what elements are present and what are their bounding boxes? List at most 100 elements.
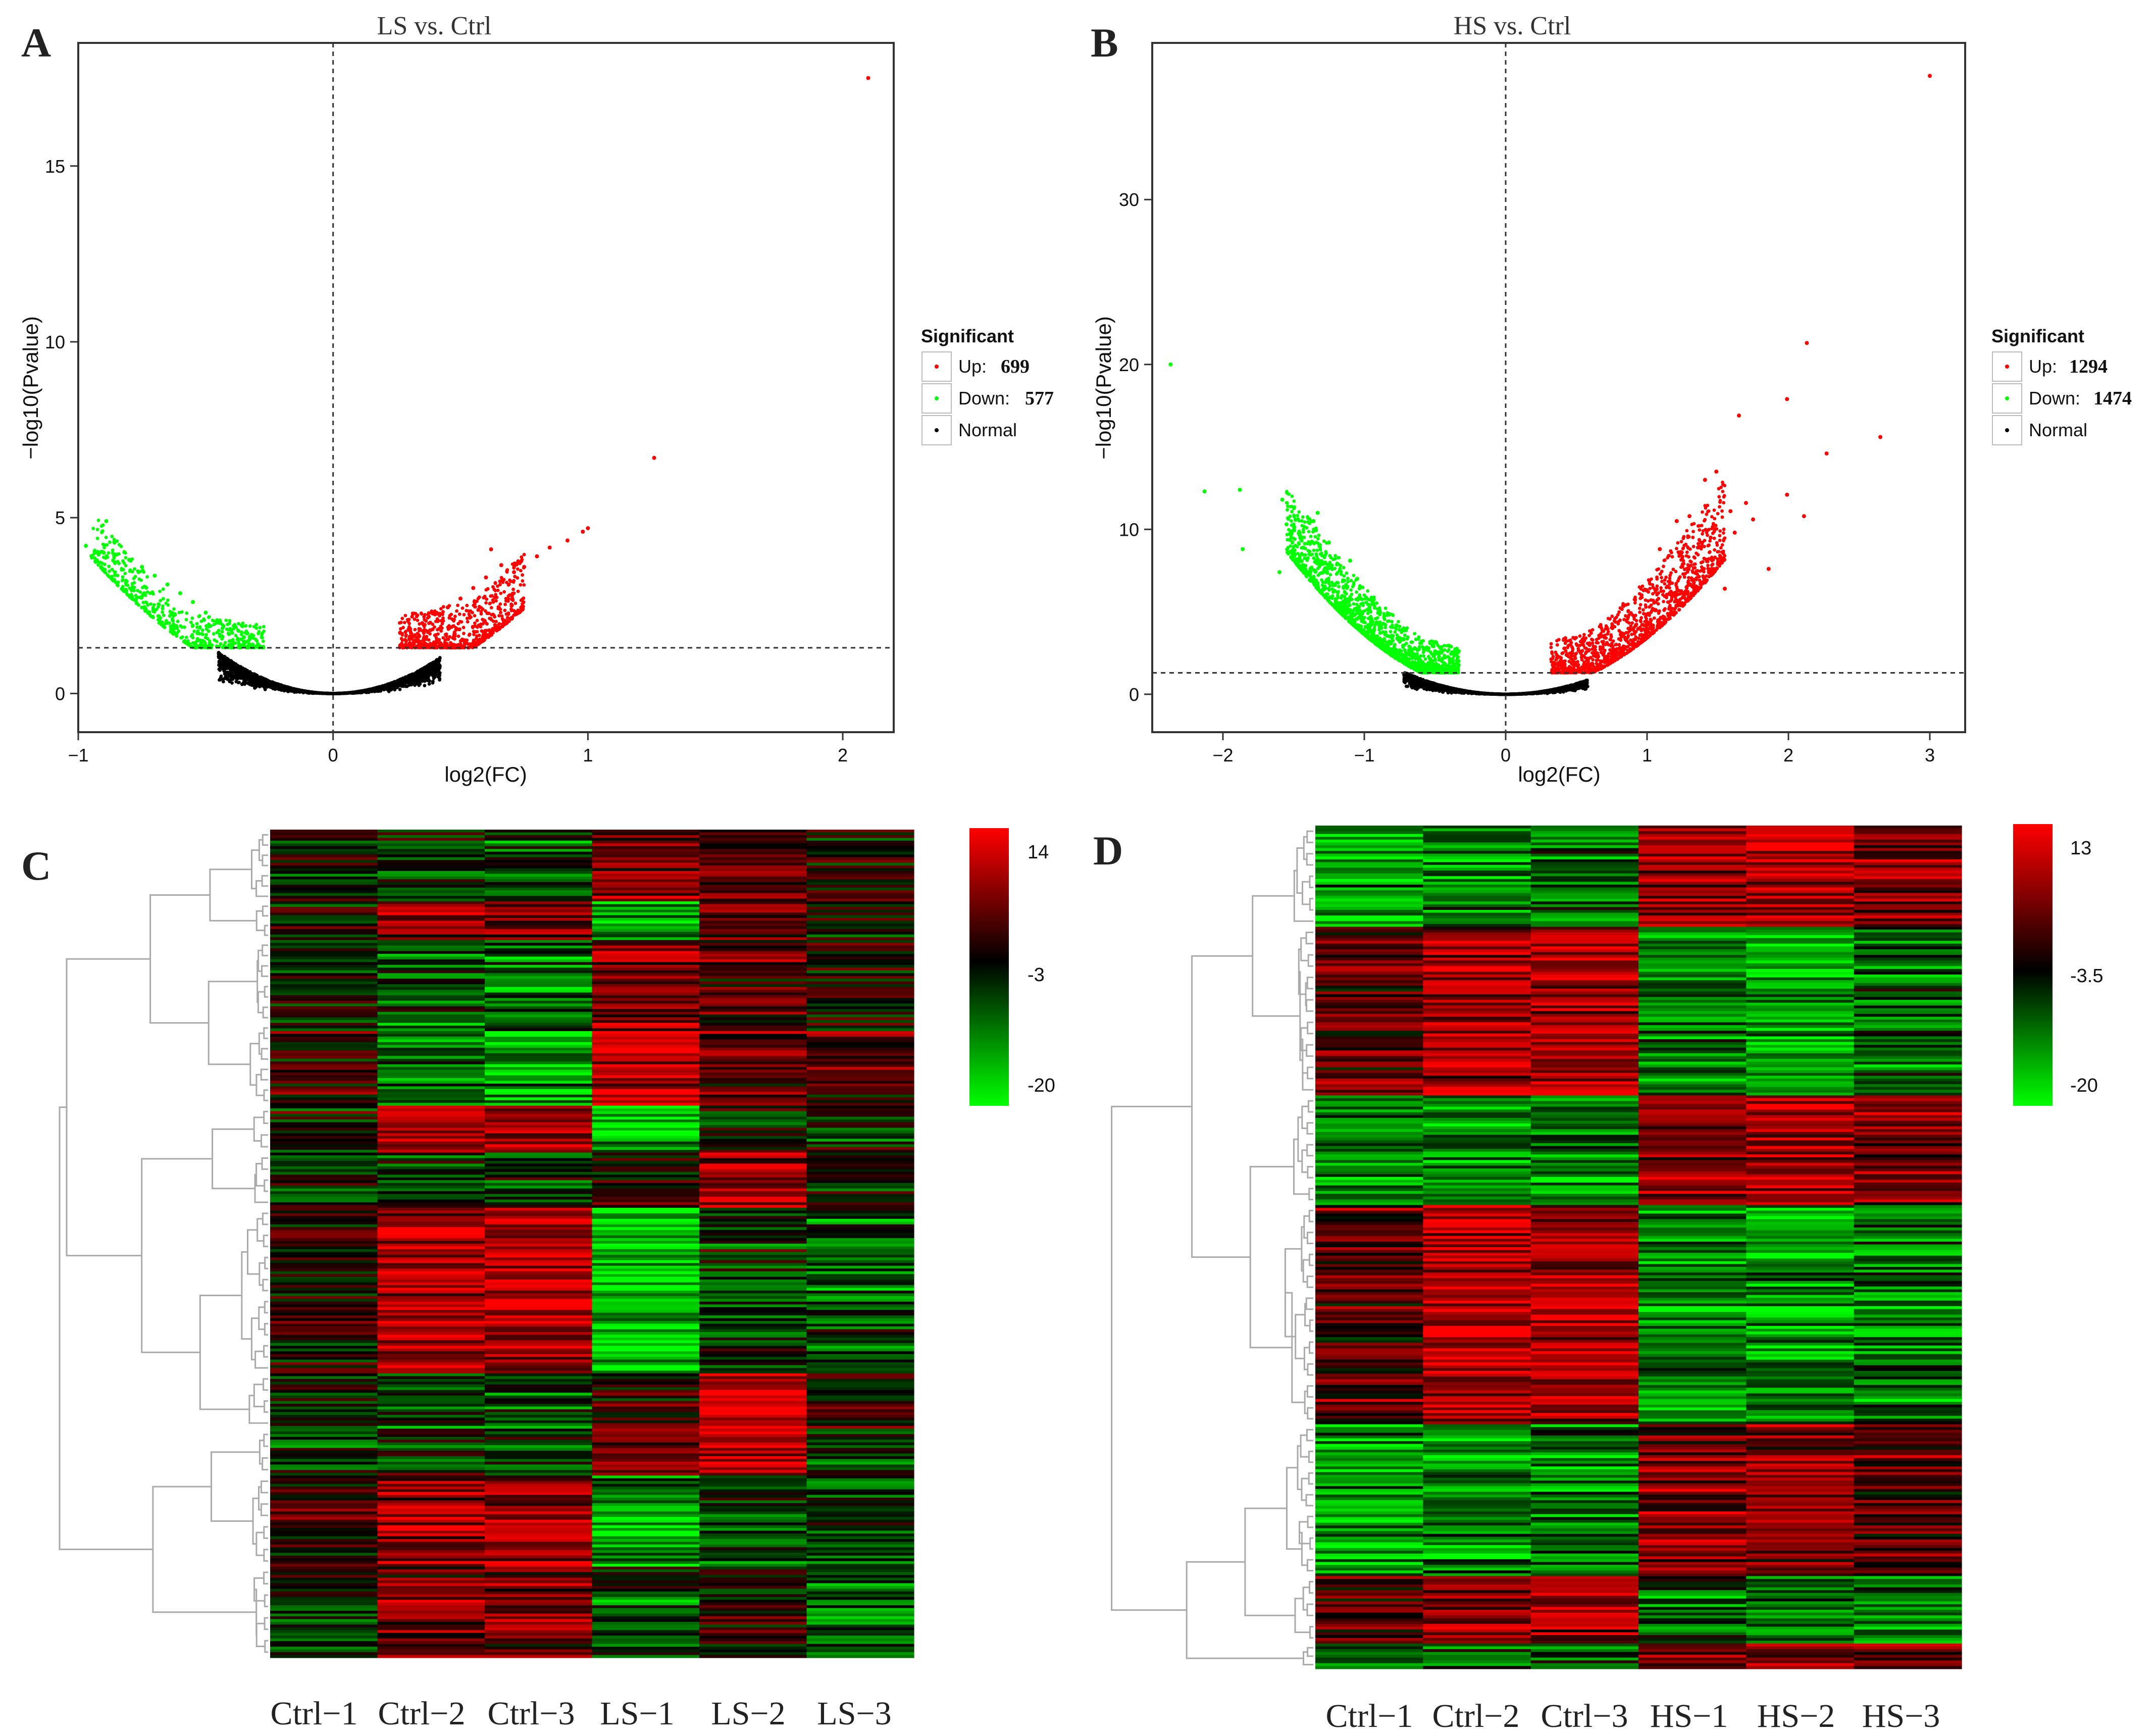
- data-point: [418, 627, 422, 631]
- data-point: [170, 630, 174, 634]
- data-point: [535, 554, 539, 558]
- data-point: [433, 612, 437, 617]
- data-point: [366, 689, 370, 693]
- data-point: [506, 594, 510, 598]
- data-point: [331, 692, 335, 695]
- data-point: [125, 580, 129, 583]
- data-point: [424, 629, 428, 633]
- y-axis-label: −log10(Pvalue): [19, 316, 42, 459]
- data-point: [581, 530, 585, 534]
- data-point: [312, 691, 316, 695]
- data-point: [161, 610, 164, 614]
- data-point: [866, 76, 870, 80]
- data-point: [130, 582, 134, 586]
- data-point: [233, 623, 237, 627]
- data-point: [155, 607, 159, 611]
- data-point: [124, 556, 128, 559]
- data-point: [169, 625, 173, 628]
- data-point: [226, 623, 229, 627]
- data-point: [184, 618, 188, 622]
- data-point: [496, 605, 500, 609]
- data-point: [227, 632, 231, 636]
- data-point: [444, 644, 448, 648]
- data-point: [356, 690, 360, 693]
- data-point: [269, 681, 273, 685]
- data-point: [516, 576, 520, 580]
- data-point: [501, 618, 505, 622]
- data-point: [111, 558, 115, 562]
- data-point: [226, 671, 230, 675]
- data-point: [217, 663, 221, 667]
- data-point: [113, 570, 117, 574]
- data-point: [505, 616, 509, 620]
- data-point: [161, 587, 165, 591]
- data-point: [516, 567, 520, 571]
- data-point: [116, 580, 120, 584]
- data-point: [465, 603, 469, 607]
- data-point: [183, 625, 186, 629]
- data-point: [179, 636, 183, 640]
- data-point: [260, 679, 264, 683]
- data-point: [445, 605, 450, 609]
- data-point: [505, 569, 509, 573]
- data-point: [422, 632, 426, 635]
- data-point: [121, 579, 124, 583]
- panel-letter-c: C: [21, 843, 51, 889]
- data-point: [417, 683, 421, 687]
- data-point: [257, 632, 260, 636]
- data-point: [136, 571, 140, 574]
- data-point: [416, 670, 420, 673]
- x-tick-label: 1: [583, 745, 593, 765]
- data-point: [427, 644, 431, 648]
- data-point: [441, 610, 445, 614]
- data-point: [264, 680, 268, 684]
- data-point: [484, 575, 488, 580]
- data-point: [410, 675, 414, 679]
- data-point: [431, 662, 435, 667]
- data-point: [399, 621, 403, 625]
- data-point: [235, 638, 239, 642]
- data-point: [415, 679, 418, 683]
- data-point: [258, 626, 262, 630]
- data-point: [481, 636, 484, 640]
- data-point: [158, 589, 162, 593]
- data-point: [107, 565, 111, 569]
- panel-letter-d: D: [1093, 828, 1123, 874]
- data-point: [430, 609, 434, 613]
- data-point: [101, 550, 106, 555]
- data-point: [191, 623, 195, 627]
- data-point: [198, 626, 202, 630]
- data-point: [195, 622, 199, 626]
- data-point: [112, 540, 116, 544]
- data-point: [473, 621, 477, 625]
- data-point: [151, 616, 155, 620]
- data-point: [242, 640, 245, 644]
- data-point: [515, 563, 519, 567]
- data-point: [444, 634, 448, 638]
- y-tick-label: 0: [55, 683, 65, 704]
- data-point: [491, 620, 495, 623]
- data-point: [289, 689, 292, 693]
- data-point: [522, 552, 526, 556]
- data-point: [476, 608, 480, 612]
- data-point: [177, 610, 181, 615]
- data-point: [427, 679, 430, 683]
- data-point: [262, 639, 265, 643]
- data-point: [195, 632, 199, 635]
- data-point: [456, 634, 460, 638]
- data-point: [493, 627, 497, 631]
- data-point: [418, 641, 422, 645]
- data-point: [107, 551, 111, 555]
- data-point: [141, 568, 145, 572]
- data-point: [425, 667, 428, 671]
- data-point: [427, 682, 431, 686]
- data-point: [471, 586, 476, 590]
- data-point: [473, 614, 477, 618]
- data-point: [202, 618, 206, 622]
- data-point: [302, 689, 306, 693]
- data-point: [191, 600, 195, 604]
- data-point: [204, 627, 209, 631]
